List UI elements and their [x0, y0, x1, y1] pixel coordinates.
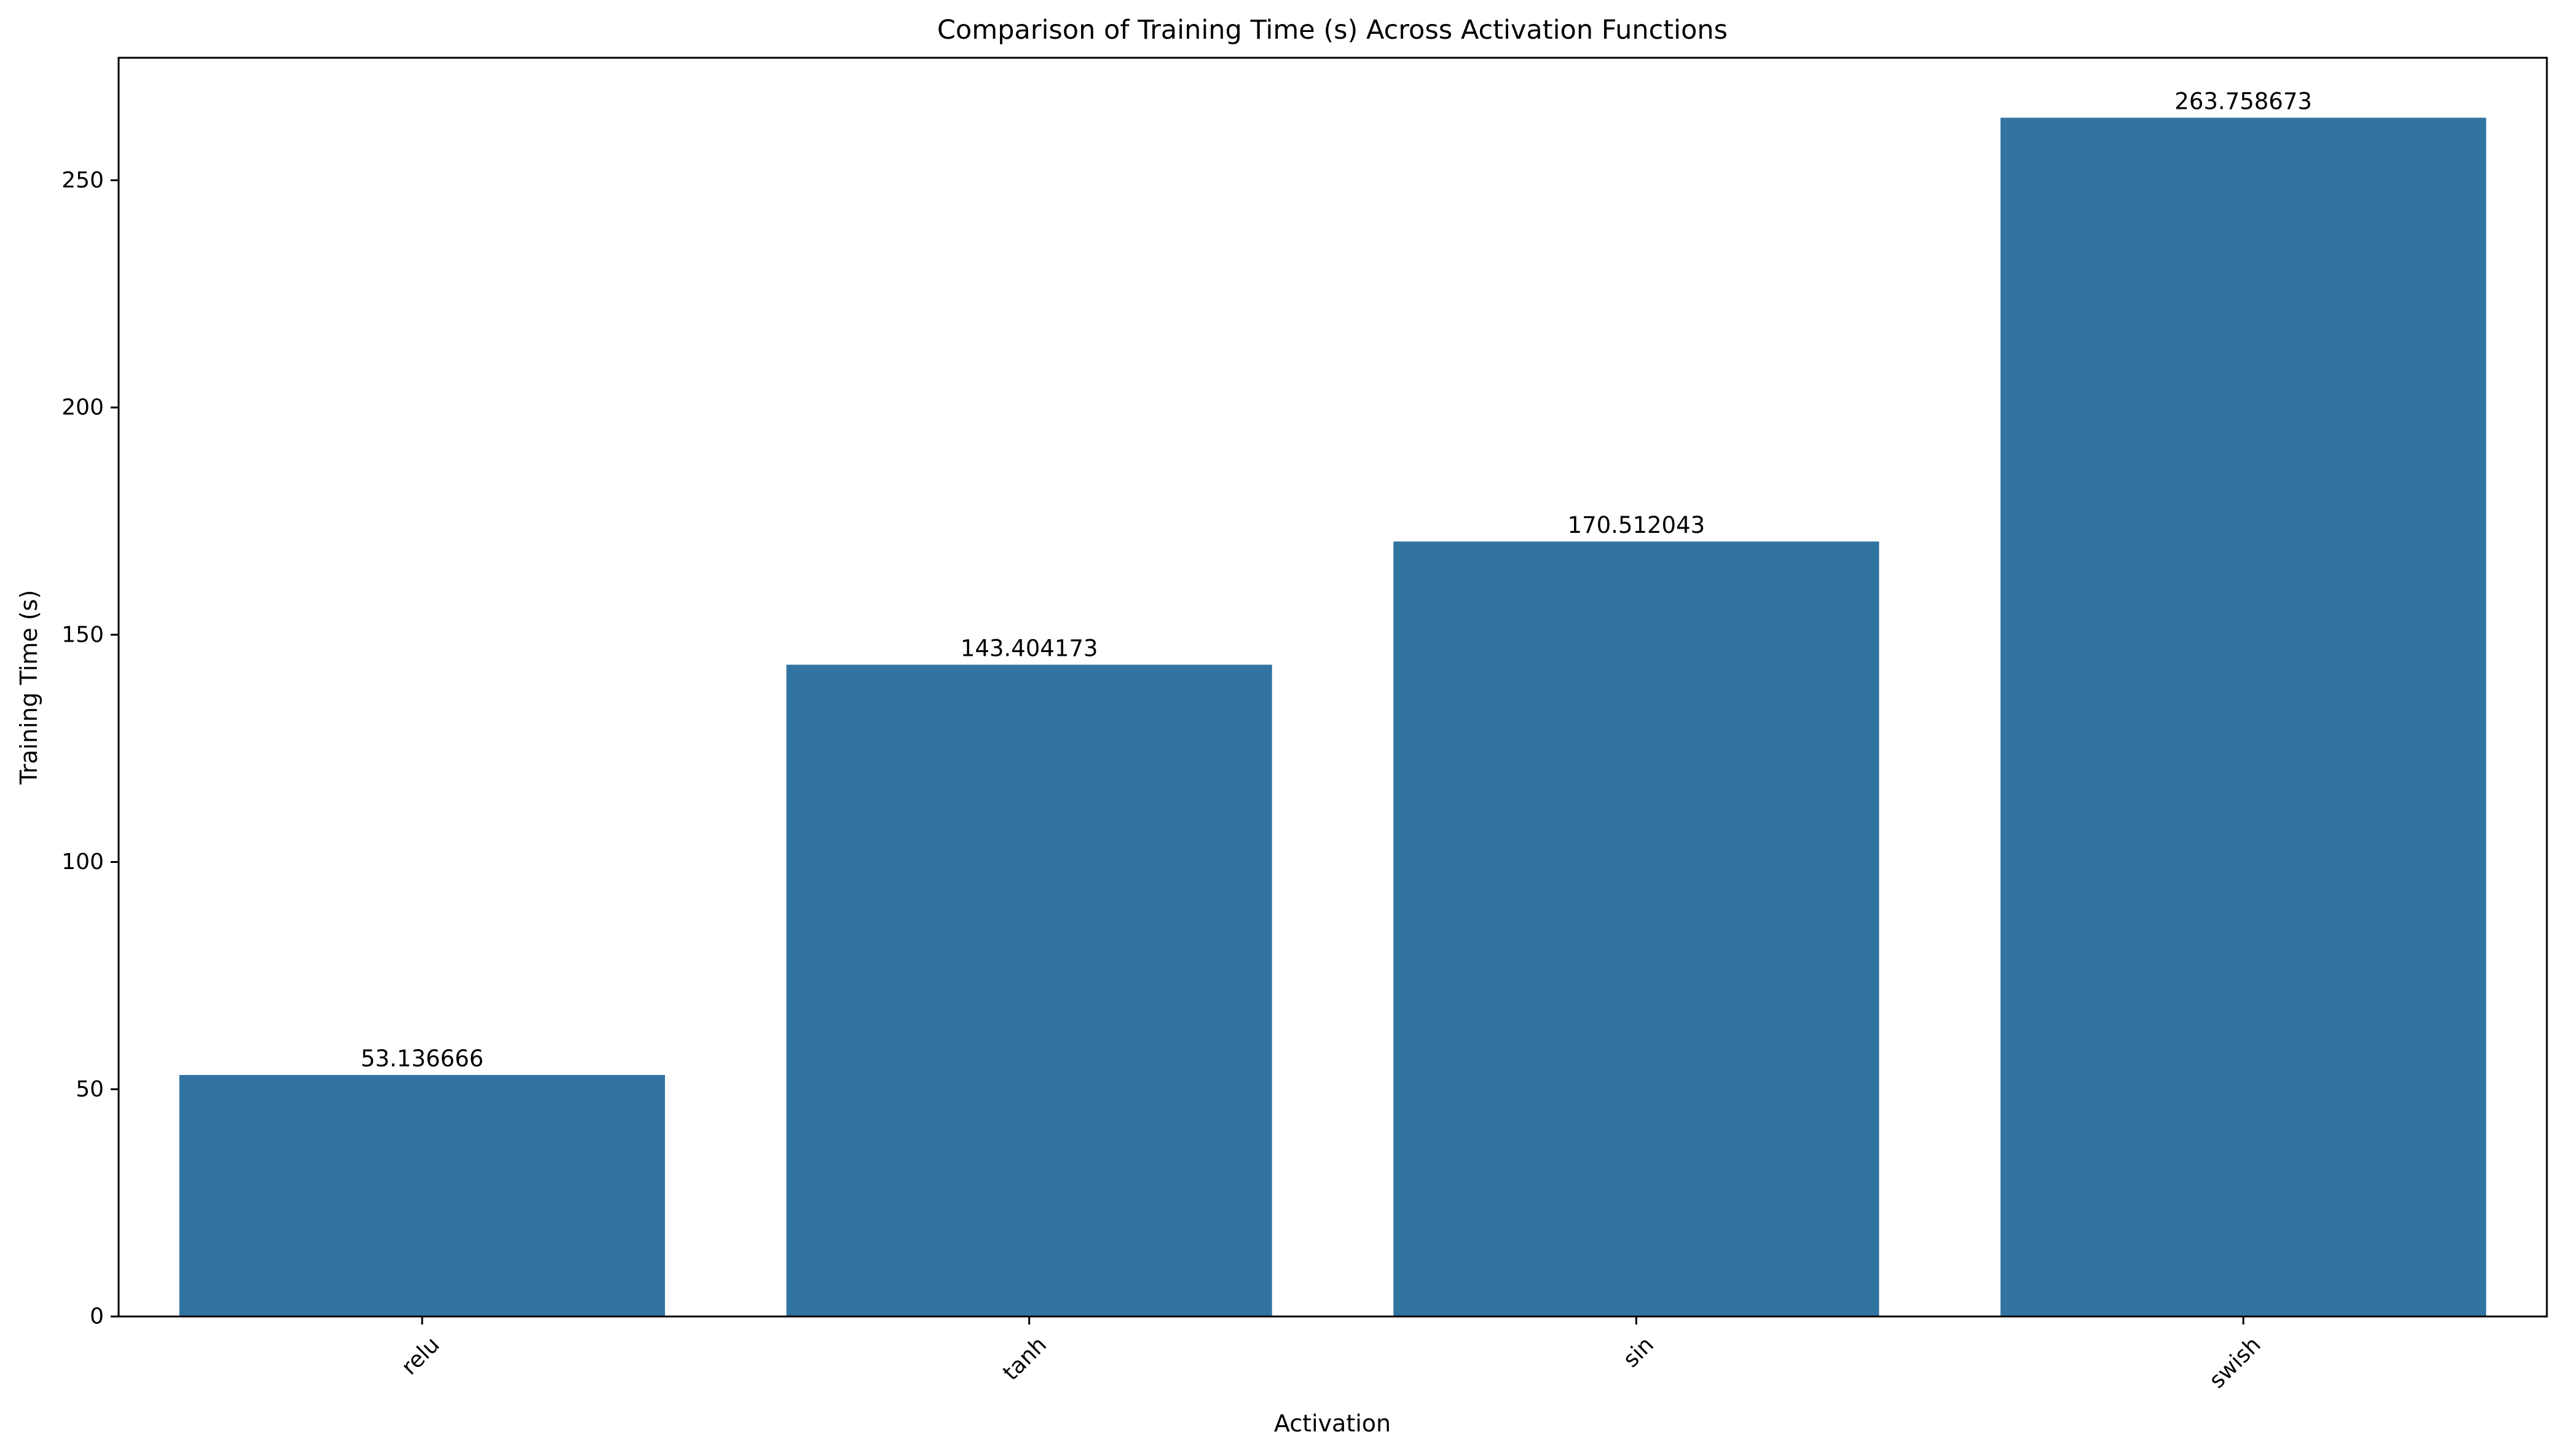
bars-group [179, 117, 2487, 1317]
y-axis: 0 50 100 150 200 250 [61, 168, 119, 1329]
y-tick-label-250: 250 [61, 168, 104, 193]
bar-swish [2000, 117, 2487, 1317]
y-tick-label-200: 200 [61, 395, 104, 420]
data-label-swish: 263.758673 [2174, 89, 2312, 115]
x-axis-label: Activation [1274, 1410, 1391, 1437]
y-tick-label-150: 150 [61, 622, 104, 647]
bar-relu [179, 1075, 665, 1316]
y-tick-label-0: 0 [90, 1304, 104, 1329]
data-label-relu: 53.136666 [361, 1045, 484, 1072]
bar-tanh [786, 664, 1272, 1316]
plot-frame [117, 57, 2548, 1318]
plot-area: 53.136666 143.404173 170.512043 263.758673 [117, 57, 2548, 1318]
bar-sin [1393, 541, 1879, 1316]
y-tick-label-100: 100 [61, 849, 104, 875]
y-axis-label: Training Time (s) [15, 590, 42, 785]
data-labels-group: 53.136666 143.404173 170.512043 263.758673 [361, 89, 2312, 1072]
data-label-sin: 170.512043 [1568, 512, 1705, 538]
data-label-tanh: 143.404173 [961, 636, 1098, 662]
chart-title: Comparison of Training Time (s) Across A… [937, 15, 1728, 45]
y-tick-label-50: 50 [76, 1077, 104, 1102]
